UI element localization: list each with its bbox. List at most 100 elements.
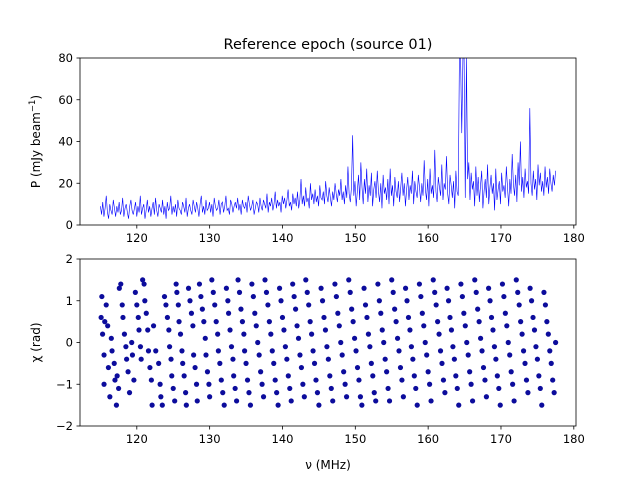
angle-point <box>161 293 168 300</box>
angle-point <box>148 377 154 383</box>
angle-point <box>236 289 243 295</box>
angle-point <box>105 364 112 371</box>
polarization-series <box>100 58 556 219</box>
angle-point <box>292 306 299 312</box>
angle-point <box>303 277 309 283</box>
angle-point <box>206 381 212 387</box>
angle-point <box>284 356 290 362</box>
angle-point <box>548 360 554 366</box>
angle-point <box>231 373 237 379</box>
angle-point <box>262 277 268 283</box>
angle-point <box>304 289 310 295</box>
angle-point <box>451 356 457 362</box>
angle-point <box>458 281 464 287</box>
angle-point <box>414 402 420 408</box>
angle-point <box>119 302 125 308</box>
polarization-y-tick-label: 40 <box>58 135 73 149</box>
angle-point <box>253 323 259 329</box>
angle-point <box>324 344 330 350</box>
angle-point <box>491 344 498 350</box>
angle-point <box>467 369 473 375</box>
angle-point <box>396 348 402 354</box>
angle-point <box>192 364 198 371</box>
angle-point <box>101 381 107 387</box>
angle-point <box>290 281 296 287</box>
angle-point <box>494 373 500 379</box>
angle-point <box>416 281 423 287</box>
angle-point <box>428 398 434 404</box>
angle-point <box>190 323 196 329</box>
angle-point <box>338 339 344 346</box>
angle-point <box>194 398 200 404</box>
angle-point <box>522 360 528 366</box>
angle-point <box>505 339 511 346</box>
angle-point <box>421 323 427 329</box>
angle-point <box>493 356 499 362</box>
angle-point <box>176 319 182 325</box>
angle-point <box>325 356 331 362</box>
angle-point <box>188 310 195 316</box>
polarization-panel: 120 130 140 150 160 170 180 0 20 40 60 80 P (mJy b… <box>28 51 585 245</box>
angle-point <box>516 302 522 308</box>
angle-point <box>112 377 118 383</box>
angle-point <box>150 323 157 329</box>
angle-point <box>364 314 370 321</box>
angle-point <box>435 319 441 325</box>
angle-point <box>468 381 474 387</box>
angle-point <box>389 277 395 283</box>
polarization-x-tick-label: 120 <box>126 231 148 245</box>
angle-point <box>531 327 538 333</box>
angle-point <box>454 385 460 392</box>
angle-point <box>379 327 385 333</box>
angle-point <box>121 331 128 337</box>
angle-point <box>166 344 173 350</box>
angle-point <box>339 352 345 358</box>
angle-point <box>145 327 151 333</box>
angle-point <box>520 348 527 354</box>
angle-point <box>332 281 338 287</box>
angle-point <box>464 339 470 346</box>
angle-point <box>319 298 326 304</box>
angle-point <box>444 285 450 291</box>
angle-point <box>343 394 350 400</box>
angle-point <box>508 369 514 375</box>
angle-point <box>513 277 519 283</box>
angle-point <box>287 385 293 392</box>
angle-point <box>204 369 211 375</box>
angle-x-tick-label: 140 <box>272 432 294 446</box>
angle-point <box>159 402 165 408</box>
angle-point <box>482 377 488 383</box>
angle-point <box>255 339 261 346</box>
angle-point <box>175 302 181 308</box>
angle-point <box>342 381 348 387</box>
angle-point <box>113 402 120 408</box>
angle-point <box>210 289 216 295</box>
angle-point <box>252 310 258 316</box>
angle-point <box>545 331 551 337</box>
angle-point <box>228 344 235 350</box>
angle-point <box>129 339 135 346</box>
angle-point <box>487 298 493 304</box>
polarization-y-label-main: P (mJy beam <box>29 112 43 188</box>
polarization-y-tick-label: 60 <box>58 93 73 107</box>
angle-point <box>247 402 254 408</box>
angle-point <box>156 360 162 366</box>
angle-point <box>265 302 271 308</box>
angle-point <box>276 285 283 291</box>
angle-point <box>249 281 255 287</box>
angle-point <box>328 385 334 392</box>
angle-point <box>135 314 141 321</box>
angle-point <box>486 285 492 291</box>
angle-point <box>227 327 233 333</box>
angle-point <box>256 352 262 358</box>
angle-point <box>507 352 513 358</box>
angle-point <box>300 381 306 387</box>
polarization-y-tick-label: 80 <box>58 51 73 65</box>
angle-point <box>215 331 221 337</box>
angle-point <box>419 310 425 316</box>
angle-point <box>125 369 131 375</box>
angle-series <box>98 277 559 408</box>
angle-point <box>203 352 209 358</box>
angle-point <box>361 285 367 291</box>
